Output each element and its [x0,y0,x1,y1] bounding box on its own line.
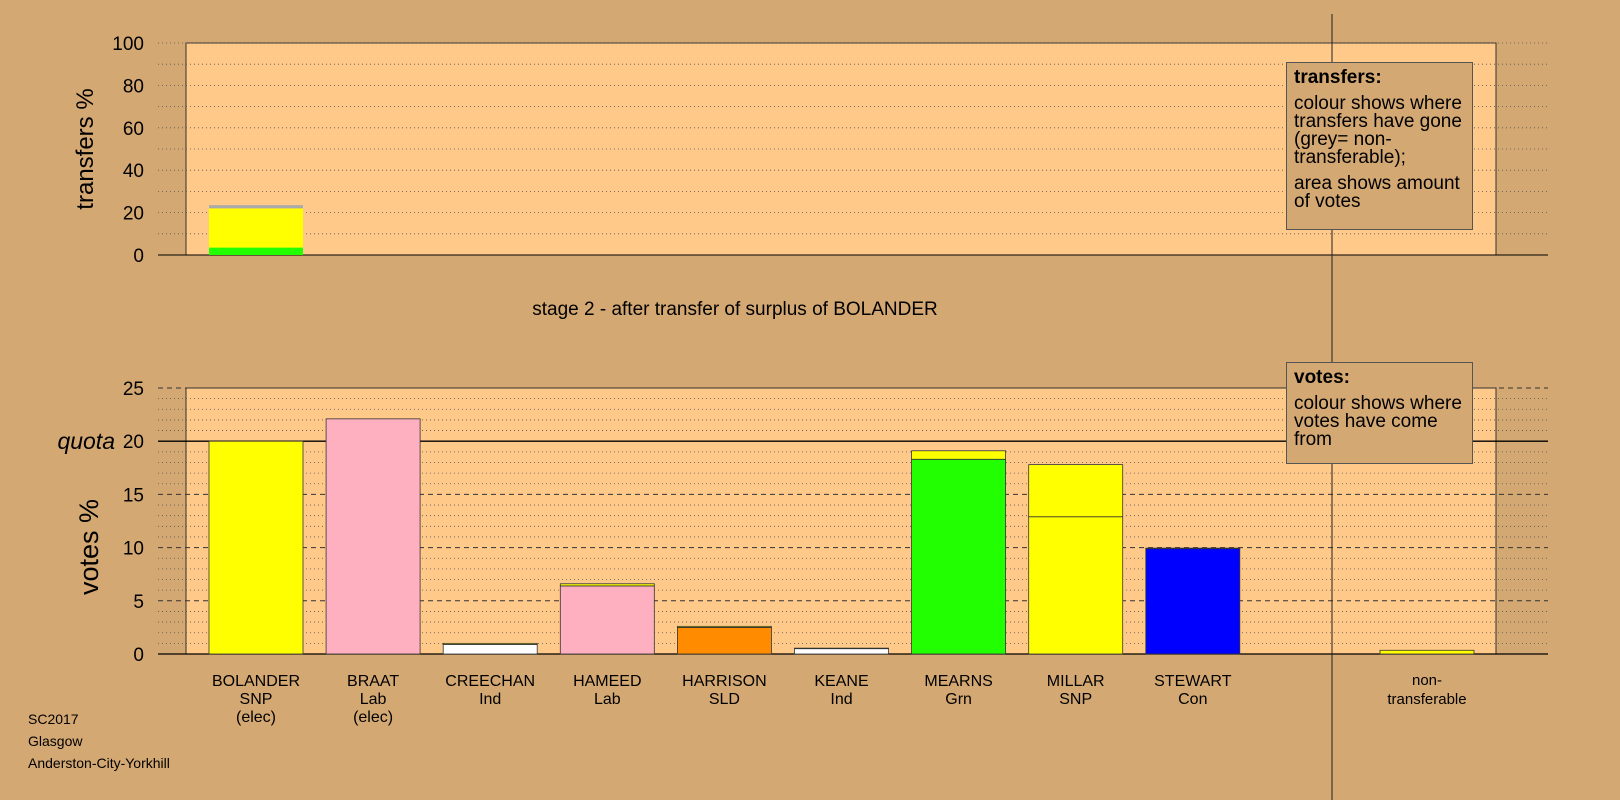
votes-y-tick-label: 25 [123,379,144,400]
candidate-party-label: Ind [479,691,501,708]
vote-bar-segment [559,585,655,655]
vote-bar-segment [1145,548,1241,655]
candidate-name-label: BRAAT [347,673,399,690]
vote-bar-segment [1145,547,1241,550]
votes-y-tick-label: 10 [123,539,144,560]
vote-bar-segment [442,644,538,655]
transfers-y-tick-label: 80 [123,76,144,97]
votes-y-axis-label: votes % [74,499,104,595]
transfers-y-tick-label: 0 [133,246,144,267]
transfers-y-tick-label: 100 [112,34,144,55]
votes-y-tick-label: 20 [123,432,144,453]
nontransferable-bar-segment [1379,649,1475,655]
legend-votes-title: votes: [1294,367,1350,388]
transfers-y-tick-label: 20 [123,204,144,225]
legend-votes-text: colour shows where votes have come from [1294,393,1462,450]
candidate-party-label: Lab [360,691,387,708]
vote-bar-segment [911,458,1006,655]
candidate-party-label: SNP [1059,691,1092,708]
vote-bar-segment [559,583,655,587]
candidate-name-label: HAMEED [573,673,641,690]
candidate-party-label: SLD [709,691,740,708]
candidate-party-label: Ind [830,691,852,708]
vote-bar-segment [442,642,538,645]
candidate-name-label: MEARNS [924,673,992,690]
legend-transfers-title: transfers: [1294,67,1382,88]
candidate-name-label: BOLANDER [212,673,300,690]
footer-election: SC2017 [28,711,79,727]
legend-transfers-text1: colour shows where transfers have gone (… [1294,93,1462,168]
transfers-y-tick-label: 60 [123,119,144,140]
candidate-party-label: Lab [594,691,621,708]
candidate-party-label: SNP [240,691,273,708]
vote-bar-segment [794,647,889,650]
transfers-plot-area [185,42,1497,256]
transfers-chart: 0 20 40 60 80 100 transfers % [72,34,1548,267]
candidate-status-label: (elec) [353,709,393,726]
transfers-y-tick-label: 40 [123,161,144,182]
candidate-status-label: (elec) [236,709,276,726]
footer: SC2017 Glasgow Anderston-City-Yorkhill [28,708,170,774]
nontransferable-label: non- [1412,672,1442,689]
vote-bar-segment [677,627,772,655]
footer-council: Glasgow [28,733,83,749]
candidate-name-label: MILLAR [1047,673,1105,690]
vote-bar-segment [1028,516,1124,655]
stage-title: stage 2 - after transfer of surplus of B… [532,299,938,320]
legend-votes: votes: colour shows where votes have com… [1286,362,1473,464]
vote-bar-segment [1028,464,1124,518]
transfer-bar-segment [209,247,303,255]
transfer-bar-segment [209,205,303,209]
votes-y-tick-label: 15 [123,485,144,506]
vote-bar-segment [325,418,421,655]
vote-bar-segment [677,625,772,628]
transfer-bar-segment [209,208,303,248]
candidate-name-label: KEANE [814,673,868,690]
vote-bar-segment [208,440,304,655]
transfers-y-axis-label: transfers % [72,88,99,209]
votes-y-tick-label: 5 [133,592,144,613]
nontransferable-label: transferable [1387,691,1466,708]
quota-label: quota [57,428,115,454]
vote-bar-segment [794,648,889,655]
legend-transfers-text2: area shows amount of votes [1294,173,1460,212]
vote-bar-segment [911,450,1006,460]
footer-ward: Anderston-City-Yorkhill [28,755,170,771]
candidate-party-label: Con [1178,691,1207,708]
votes-y-tick-label: 0 [133,645,144,666]
candidate-party-label: Grn [945,691,972,708]
legend-transfers: transfers: colour shows where transfers … [1286,62,1473,230]
candidate-name-label: CREECHAN [445,673,535,690]
candidate-name-label: STEWART [1154,673,1232,690]
candidate-name-label: HARRISON [682,673,766,690]
